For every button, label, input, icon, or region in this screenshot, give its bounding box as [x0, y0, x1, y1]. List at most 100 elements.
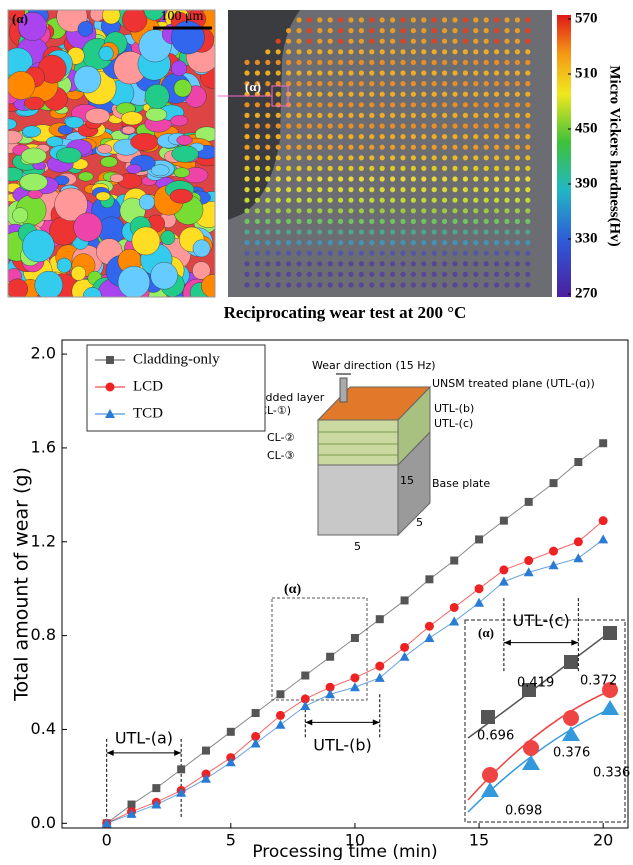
- map-dot: [286, 155, 291, 160]
- map-dot: [504, 39, 509, 44]
- point: [375, 662, 384, 671]
- map-dot: [515, 208, 520, 213]
- map-dot: [380, 166, 385, 171]
- map-dot: [452, 251, 457, 256]
- legend-marker: [106, 356, 114, 364]
- map-dot: [473, 251, 478, 256]
- map-dot: [411, 208, 416, 213]
- map-dot: [515, 17, 520, 22]
- point: [499, 565, 508, 574]
- map-dot: [348, 219, 353, 224]
- map-dot: [328, 229, 333, 234]
- map-dot: [411, 81, 416, 86]
- map-dot: [317, 102, 322, 107]
- map-dot: [442, 166, 447, 171]
- map-dot: [411, 282, 416, 287]
- grain: [170, 189, 193, 203]
- map-dot: [473, 70, 478, 75]
- map-dot: [317, 198, 322, 203]
- map-dot: [473, 272, 478, 277]
- map-dot: [432, 240, 437, 245]
- map-dot: [400, 282, 405, 287]
- map-dot: [317, 155, 322, 160]
- map-dot: [411, 198, 416, 203]
- map-dot: [317, 272, 322, 277]
- indenter: [340, 378, 347, 402]
- point: [202, 747, 210, 755]
- map-dot: [244, 219, 249, 224]
- map-dot: [380, 145, 385, 150]
- map-dot: [473, 49, 478, 54]
- map-dot: [400, 176, 405, 181]
- map-dot: [307, 81, 312, 86]
- map-dot: [317, 49, 322, 54]
- map-dot: [296, 261, 301, 266]
- map-dot: [348, 17, 353, 22]
- map-dot: [359, 49, 364, 54]
- map-dot: [369, 219, 374, 224]
- colorbar-tick-label: 450: [575, 120, 598, 136]
- map-dot: [432, 17, 437, 22]
- point: [574, 537, 583, 546]
- map-dot: [400, 102, 405, 107]
- map-dot: [504, 208, 509, 213]
- map-dot: [244, 187, 249, 192]
- map-dot: [338, 176, 343, 181]
- map-dot: [504, 70, 509, 75]
- map-dot: [348, 49, 353, 54]
- map-dot: [307, 176, 312, 181]
- map-dot: [244, 60, 249, 65]
- point: [599, 439, 607, 447]
- map-dot: [442, 70, 447, 75]
- map-dot: [473, 261, 478, 266]
- map-dot: [432, 102, 437, 107]
- map-dot: [265, 198, 270, 203]
- map-dot: [390, 134, 395, 139]
- map-dot: [348, 155, 353, 160]
- map-dot: [452, 261, 457, 266]
- map-dot: [338, 134, 343, 139]
- map-dot: [296, 49, 301, 54]
- map-dot: [348, 60, 353, 65]
- map-dot: [296, 81, 301, 86]
- map-dot: [296, 229, 301, 234]
- map-dot: [276, 113, 281, 118]
- map-dot: [494, 123, 499, 128]
- map-dot: [390, 166, 395, 171]
- map-dot: [296, 113, 301, 118]
- diagram-label: 5: [354, 540, 361, 553]
- map-dot: [369, 81, 374, 86]
- grain: [65, 117, 83, 128]
- map-dot: [473, 219, 478, 224]
- map-dot: [494, 134, 499, 139]
- map-dot: [442, 102, 447, 107]
- map-dot: [328, 28, 333, 33]
- map-dot: [369, 60, 374, 65]
- map-dot: [400, 60, 405, 65]
- map-dot: [255, 282, 260, 287]
- map-dot: [390, 70, 395, 75]
- map-dot: [421, 92, 426, 97]
- map-dot: [484, 28, 489, 33]
- map-dot: [328, 219, 333, 224]
- map-dot: [442, 39, 447, 44]
- point: [252, 709, 260, 717]
- point: [599, 516, 608, 525]
- map-dot: [369, 145, 374, 150]
- grain: [57, 258, 72, 273]
- colorbar: [557, 15, 571, 297]
- map-dot: [484, 176, 489, 181]
- map-dot: [369, 102, 374, 107]
- map-dot: [421, 219, 426, 224]
- map-dot: [484, 70, 489, 75]
- map-dot: [411, 272, 416, 277]
- map-dot: [296, 198, 301, 203]
- map-dot: [390, 81, 395, 86]
- map-dot: [244, 134, 249, 139]
- map-dot: [525, 251, 530, 256]
- chart-title: Reciprocating wear test at 200 °C: [224, 303, 467, 322]
- diagram-label: Base plate: [432, 477, 490, 490]
- map-dot: [442, 123, 447, 128]
- map-dot: [265, 81, 270, 86]
- map-dot: [421, 17, 426, 22]
